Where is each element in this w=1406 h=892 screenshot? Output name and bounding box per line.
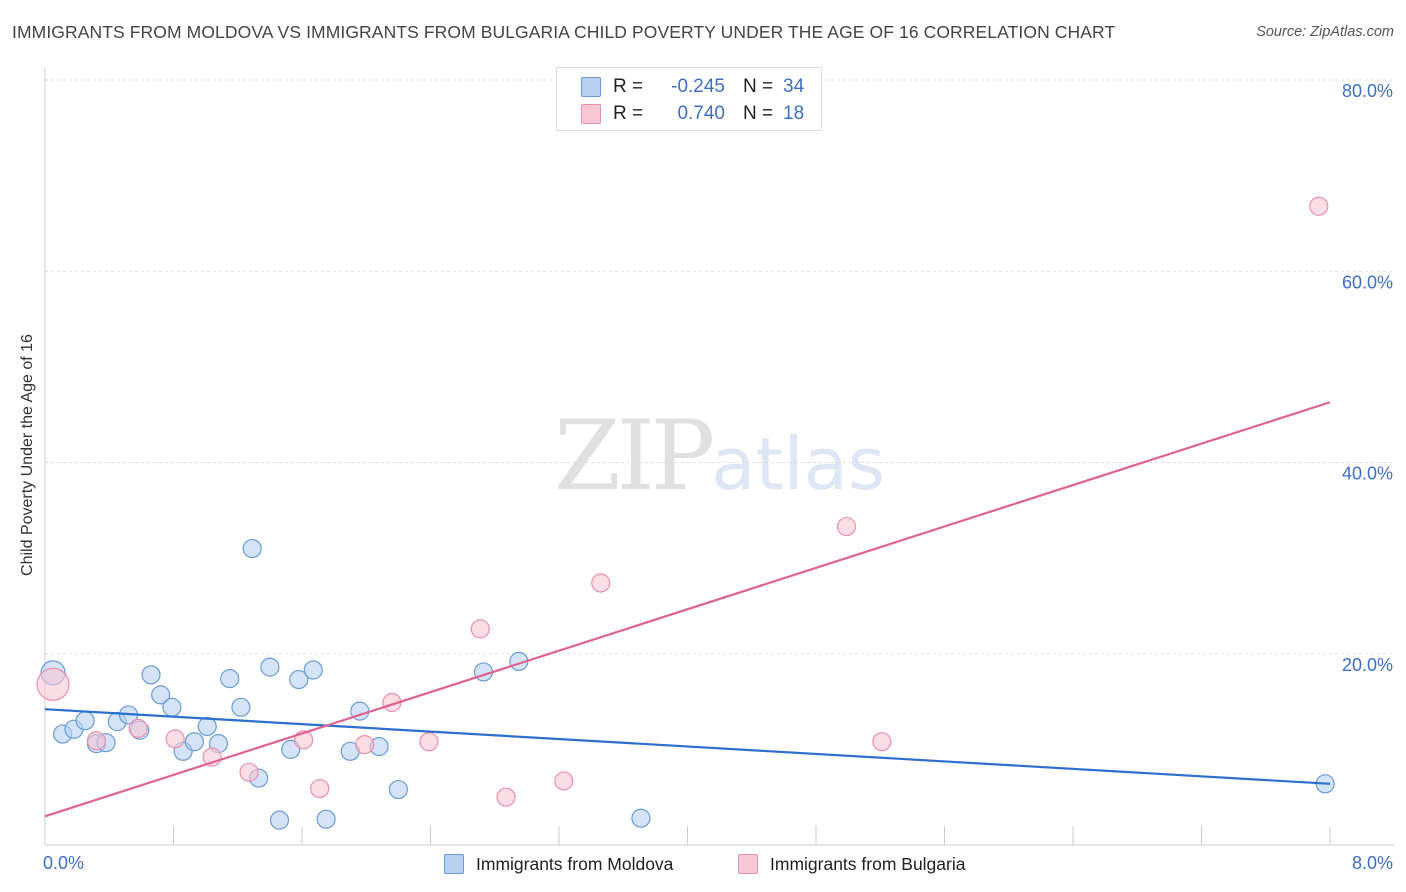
moldova-swatch [581, 77, 601, 97]
moldova-point [269, 810, 290, 830]
bulgaria-point [591, 573, 611, 593]
y-axis-label: Child Poverty Under the Age of 16 [19, 334, 36, 576]
y-tick-label: 20.0% [1342, 655, 1393, 675]
bulgaria-point [496, 787, 516, 807]
y-tick-label: 60.0% [1342, 272, 1393, 292]
moldova-point [75, 711, 95, 731]
bulgaria-point [872, 732, 892, 752]
bulgaria-point [36, 667, 70, 701]
moldova-point [281, 739, 301, 759]
moldova-point [631, 808, 651, 828]
bulgaria-point [355, 734, 375, 755]
n-value: 34 [783, 76, 805, 97]
legend-row-bulgaria: R = 0.740 N = 18 [581, 102, 804, 126]
moldova-point [141, 665, 161, 685]
moldova-point [231, 697, 251, 717]
moldova-point [184, 732, 204, 752]
n-label: N = [743, 76, 774, 97]
bulgaria-point [128, 718, 148, 738]
bottom-legend-bulgaria: Immigrants from Bulgaria [738, 852, 965, 876]
watermark: ZIPatlas [554, 400, 885, 512]
moldova-point [220, 669, 240, 689]
moldova-point [242, 538, 262, 559]
bulgaria-point [836, 516, 857, 537]
bulgaria-point [165, 729, 185, 749]
bulgaria-point [86, 731, 107, 751]
bulgaria-legend-swatch [738, 854, 758, 874]
source-label: Source: ZipAtlas.com [1256, 24, 1394, 40]
n-label: N = [743, 103, 774, 124]
bulgaria-point [419, 732, 439, 752]
bulgaria-swatch [581, 104, 601, 124]
moldova-point [388, 779, 408, 800]
bulgaria-point [1309, 196, 1329, 216]
r-value: -0.245 [671, 76, 725, 97]
moldova-point [303, 660, 323, 680]
bulgaria-point [470, 619, 490, 639]
r-label: R = [613, 103, 644, 124]
moldova-trend-line [44, 708, 1331, 785]
x-tick-label: 8.0% [1352, 853, 1393, 873]
moldova-point [316, 809, 336, 829]
watermark-atlas: atlas [711, 422, 886, 506]
moldova-legend-swatch [444, 854, 464, 874]
moldova-point [289, 669, 309, 690]
y-tick-label: 80.0% [1342, 81, 1393, 101]
chart-title: IMMIGRANTS FROM MOLDOVA VS IMMIGRANTS FR… [12, 22, 1116, 42]
bulgaria-trend-line [44, 401, 1331, 818]
r-label: R = [613, 76, 644, 97]
x-tick-label: 0.0% [43, 853, 84, 873]
bulgaria-point [554, 771, 574, 791]
moldova-point [260, 657, 280, 677]
bulgaria-point [239, 762, 259, 782]
r-value: 0.740 [677, 103, 725, 124]
moldova-point [162, 697, 182, 717]
watermark-zip: ZIP [554, 400, 715, 512]
moldova-point [197, 716, 217, 737]
y-tick-label: 40.0% [1342, 464, 1393, 484]
correlation-legend: R = -0.245 N = 34 R = 0.740 N = 18 [556, 67, 822, 131]
moldova-point [151, 685, 171, 705]
n-value: 18 [783, 103, 805, 124]
bulgaria-legend-label: Immigrants from Bulgaria [770, 853, 966, 874]
legend-row-moldova: R = -0.245 N = 34 [581, 75, 804, 99]
bottom-legend-moldova: Immigrants from Moldova [444, 852, 673, 876]
bulgaria-point [310, 778, 330, 799]
moldova-legend-label: Immigrants from Moldova [476, 853, 674, 874]
